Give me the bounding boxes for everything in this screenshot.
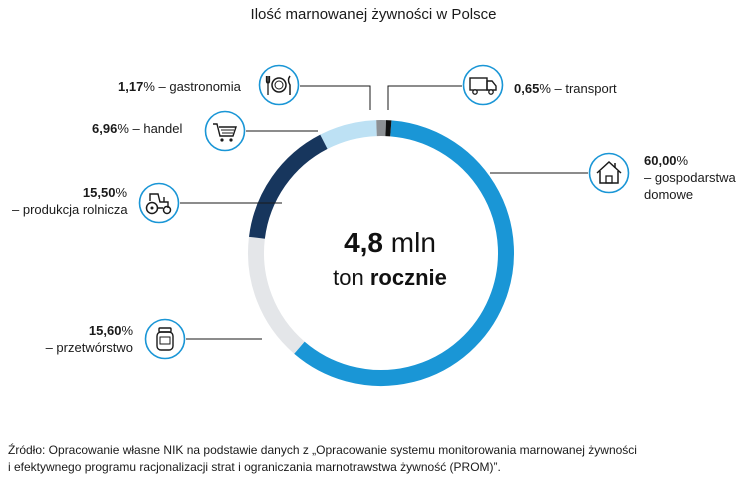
label-gastronomia-name: – gastronomia bbox=[158, 79, 241, 94]
slice-jar bbox=[248, 236, 305, 354]
source-note: Źródło: Opracowanie własne NIK na podsta… bbox=[8, 442, 743, 476]
jar-icon bbox=[144, 318, 186, 360]
center-value: 4,8 bbox=[344, 227, 384, 258]
leader-lines bbox=[180, 85, 588, 340]
label-handel: 6,96% – handel bbox=[92, 121, 183, 136]
label-przetworstwo-name: – przetwórstwo bbox=[45, 340, 133, 355]
label-handel-name: – handel bbox=[132, 121, 183, 136]
label-gastronomia: 1,17% – gastronomia bbox=[118, 79, 241, 94]
label-gospodarstwa-value: 60,00 bbox=[644, 153, 677, 168]
label-gospodarstwa-name: – gospodarstwa domowe bbox=[644, 170, 736, 202]
truck-icon bbox=[462, 64, 504, 106]
label-przetworstwo: 15,60% – przetwórstwo bbox=[45, 323, 133, 355]
label-transport: 0,65% – transport bbox=[514, 81, 617, 96]
label-gospodarstwa: 60,00% – gospodarstwa domowe bbox=[644, 153, 736, 202]
source-line-1: Źródło: Opracowanie własne NIK na podsta… bbox=[8, 443, 637, 457]
label-produkcja-name: – produkcja rolnicza bbox=[12, 202, 128, 217]
source-line-2: i efektywnego programu racjonalizacji st… bbox=[8, 460, 501, 474]
label-produkcja-value: 15,50 bbox=[82, 185, 116, 200]
slice-house bbox=[294, 120, 514, 386]
slice-tractor bbox=[248, 134, 328, 239]
leader-gastronomia bbox=[300, 85, 371, 110]
label-transport-value: 0,65 bbox=[514, 81, 540, 96]
tractor-icon bbox=[138, 182, 180, 224]
plate-cutlery-icon bbox=[258, 64, 300, 106]
house-icon bbox=[588, 152, 630, 194]
leader-transport bbox=[387, 85, 462, 110]
label-przetworstwo-value: 15,60 bbox=[88, 323, 122, 338]
center-caption-bold: rocznie bbox=[369, 265, 447, 290]
center-unit: mln bbox=[390, 227, 436, 258]
slice-cart bbox=[320, 120, 378, 149]
label-transport-name: – transport bbox=[554, 81, 617, 96]
cart-icon bbox=[204, 110, 246, 152]
label-gastronomia-value: 1,17 bbox=[118, 79, 144, 94]
center-total: 4,8 mln bbox=[315, 226, 465, 260]
label-produkcja: 15,50% – produkcja rolnicza bbox=[12, 185, 128, 217]
donut-slices bbox=[248, 120, 514, 386]
center-caption-prefix: ton bbox=[333, 265, 364, 290]
label-handel-value: 6,96 bbox=[92, 121, 118, 136]
center-caption: ton rocznie bbox=[300, 264, 480, 292]
chart-title: Ilość marnowanej żywności w Polsce bbox=[250, 6, 497, 23]
